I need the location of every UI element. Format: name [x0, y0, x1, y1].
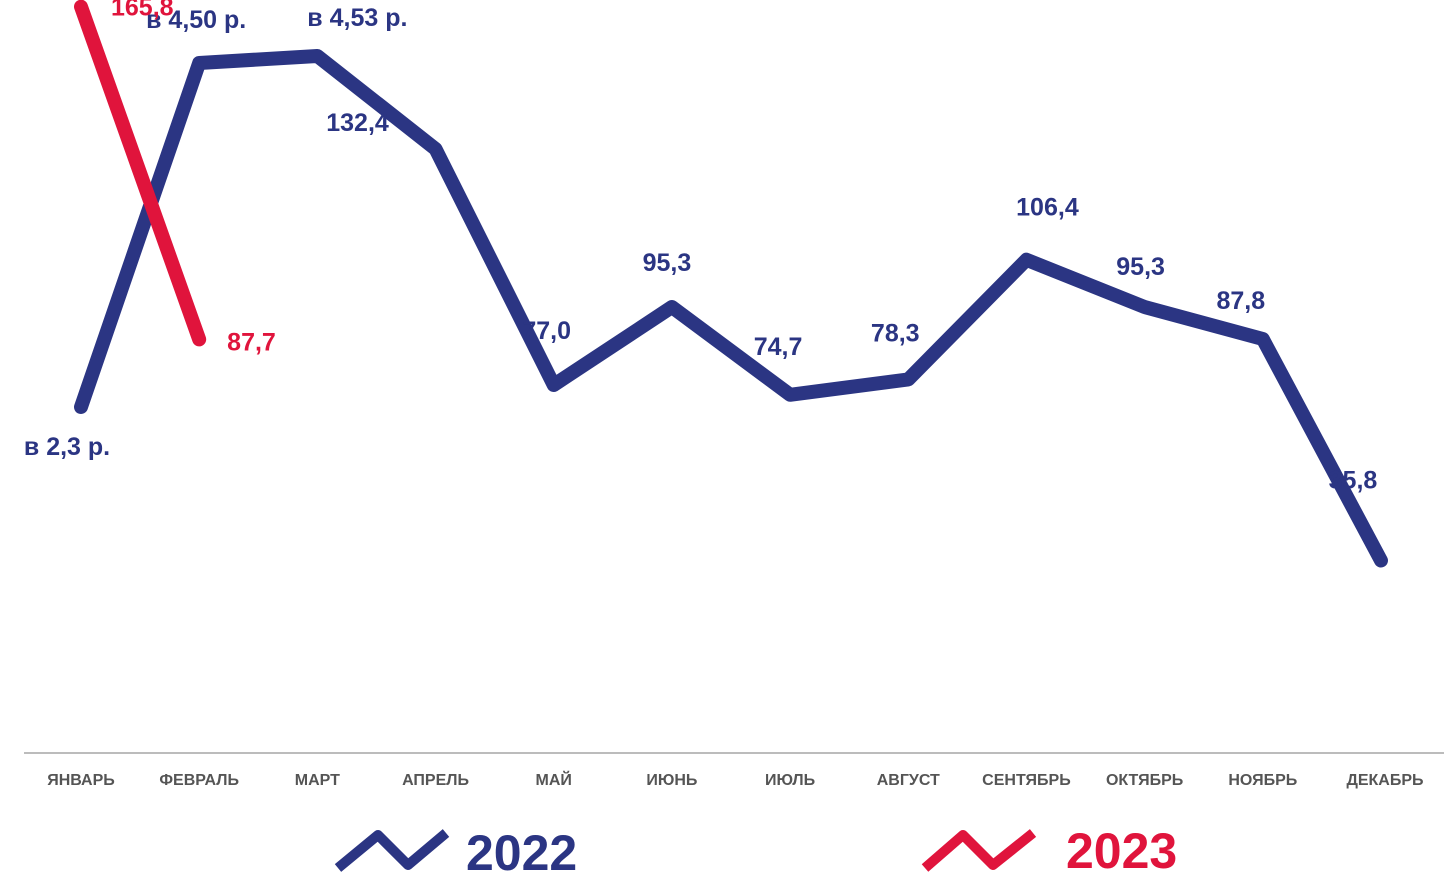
legend: 2022 2023: [334, 823, 1177, 876]
x-tick-label-7: АВГУСТ: [877, 772, 940, 789]
data-label-2023-1: 87,7: [227, 328, 276, 356]
legend-label-2022: 2022: [466, 825, 577, 876]
series-layer: [74, 0, 1388, 568]
data-label-2022-4: 77,0: [522, 317, 571, 345]
data-label-2022-5: 95,3: [643, 249, 692, 277]
data-label-2022-11: 35,8: [1329, 466, 1378, 494]
data-label-2022-9: 95,3: [1116, 253, 1165, 281]
data-label-2022-8: 106,4: [1016, 194, 1079, 222]
data-label-layer: в 2,3 р. в 4,50 р. в 4,53 р. 132,4 77,0 95,3 7…: [24, 0, 1378, 494]
series-line-2023: [74, 0, 207, 347]
data-label-2023-0: 165,8: [111, 0, 174, 22]
data-label-2022-7: 78,3: [871, 319, 920, 347]
data-label-2022-6: 74,7: [754, 333, 803, 361]
x-tick-label-2: МАРТ: [295, 772, 340, 789]
x-tick-label-6: ИЮЛЬ: [765, 772, 815, 789]
x-tick-label-0: ЯНВАРЬ: [47, 772, 115, 789]
x-tick-label-3: АПРЕЛЬ: [402, 772, 469, 789]
data-label-2022-1: в 4,50 р.: [146, 6, 246, 34]
x-tick-layer: ЯНВАРЬ ФЕВРАЛЬ МАРТ АПРЕЛЬ МАЙ ИЮНЬ ИЮЛЬ АВГУСТ…: [47, 770, 1423, 789]
legend-line-2023-icon: [921, 829, 1037, 872]
x-tick-label-1: ФЕВРАЛЬ: [159, 772, 239, 789]
x-tick-label-4: МАЙ: [536, 770, 572, 789]
legend-item-2022: 2022: [334, 825, 577, 876]
data-label-2022-2: в 4,53 р.: [307, 4, 407, 32]
x-tick-label-10: НОЯБРЬ: [1228, 772, 1297, 789]
data-label-2022-3: 132,4: [326, 109, 389, 137]
legend-label-2023: 2023: [1066, 823, 1177, 876]
legend-line-2022-icon: [334, 829, 450, 872]
x-tick-label-8: СЕНТЯБРЬ: [982, 772, 1071, 789]
legend-item-2023: 2023: [921, 823, 1177, 876]
x-tick-label-11: ДЕКАБРЬ: [1346, 772, 1423, 789]
data-label-2022-10: 87,8: [1216, 287, 1265, 315]
x-tick-label-5: ИЮНЬ: [646, 772, 697, 789]
series-line-2022: [74, 49, 1388, 568]
x-tick-label-9: ОКТЯБРЬ: [1106, 772, 1183, 789]
data-label-2022-0: в 2,3 р.: [24, 433, 110, 461]
